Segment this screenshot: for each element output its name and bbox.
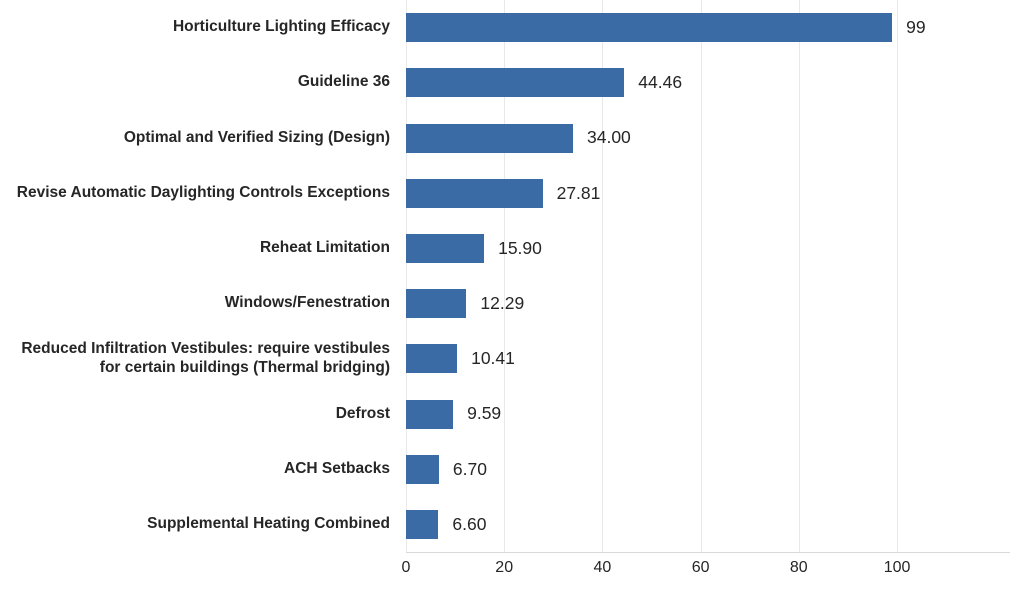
bar-value-label: 15.90 <box>498 237 542 258</box>
category-label: Guideline 36 <box>297 73 390 91</box>
x-axis: 0 20 40 60 80 100 <box>402 552 1010 589</box>
bar <box>406 68 625 98</box>
category-label: Optimal and Verified Sizing (Design) <box>123 128 390 146</box>
x-tick-label: 40 <box>593 559 612 576</box>
x-tick-label: 100 <box>883 559 911 576</box>
x-gridline <box>406 0 407 552</box>
x-gridline <box>897 0 899 552</box>
x-tick-label: 0 <box>401 559 411 576</box>
category-labels-column: Horticulture Lighting Efficacy Guideline … <box>0 0 390 552</box>
bar-value-label: 27.81 <box>556 182 601 203</box>
bar <box>406 509 439 539</box>
bar <box>406 178 543 208</box>
x-gridline <box>504 0 506 552</box>
x-gridline <box>700 0 702 552</box>
plot-area: 99 44.46 34.00 27.81 15.90 12.29 10.41 9.59 6.70… <box>406 0 1010 553</box>
category-label: Reduced Infiltration Vestibules: require… <box>21 339 390 376</box>
category-label: Horticulture Lighting Efficacy <box>172 18 390 36</box>
bar <box>406 13 893 43</box>
bar-value-label: 34.00 <box>587 127 631 148</box>
category-label: Defrost <box>335 404 390 422</box>
category-label: Windows/Fenestration <box>224 294 390 312</box>
category-label: Revise Automatic Daylighting Controls Ex… <box>16 183 390 201</box>
bar <box>406 289 467 319</box>
bar <box>406 123 573 153</box>
bar-value-label: 99 <box>906 17 926 38</box>
category-label: ACH Setbacks <box>284 459 390 477</box>
x-tick-label: 20 <box>495 559 514 576</box>
bar <box>406 399 454 429</box>
bar-value-label: 10.41 <box>471 348 515 369</box>
bar-value-label: 44.46 <box>638 72 683 93</box>
category-label: Supplemental Heating Combined <box>147 514 390 532</box>
bar <box>406 454 439 484</box>
bar <box>406 233 485 263</box>
x-gridline <box>602 0 604 552</box>
x-gridline <box>798 0 800 552</box>
x-tick-label: 60 <box>691 559 710 576</box>
bar-value-label: 9.59 <box>467 403 502 424</box>
bar-value-label: 12.29 <box>480 293 525 314</box>
bar <box>406 344 458 374</box>
bar-value-label: 6.70 <box>452 458 487 479</box>
x-tick-label: 80 <box>789 559 808 576</box>
category-label: Reheat Limitation <box>259 238 390 256</box>
bar-value-label: 6.60 <box>452 513 487 534</box>
